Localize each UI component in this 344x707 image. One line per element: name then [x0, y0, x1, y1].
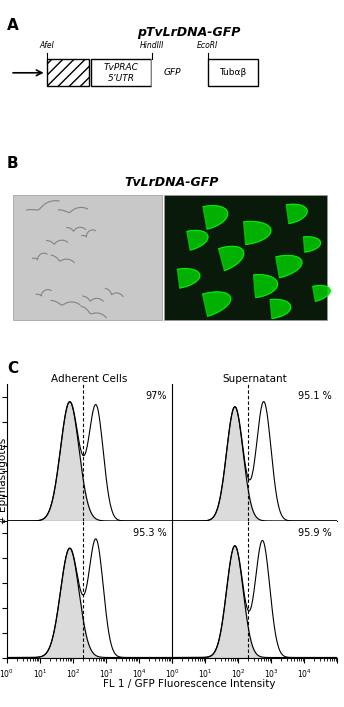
Polygon shape — [270, 299, 291, 318]
Text: FL 1 / GFP Fluorescence Intensity: FL 1 / GFP Fluorescence Intensity — [103, 679, 276, 689]
FancyArrow shape — [152, 59, 198, 86]
FancyBboxPatch shape — [91, 59, 151, 86]
Text: 97%: 97% — [146, 391, 167, 401]
Polygon shape — [286, 204, 307, 223]
Polygon shape — [303, 237, 321, 252]
Text: 95.3 %: 95.3 % — [133, 527, 167, 538]
Text: AfeI: AfeI — [39, 41, 54, 50]
Polygon shape — [187, 230, 208, 250]
Text: B: B — [7, 156, 19, 170]
Text: A: A — [7, 18, 19, 33]
Text: 95.1 %: 95.1 % — [298, 391, 332, 401]
Text: p​TvLrDNA-GFP: p​TvLrDNA-GFP — [137, 25, 240, 39]
Polygon shape — [276, 255, 302, 278]
Title: Supernatant: Supernatant — [222, 373, 287, 384]
FancyBboxPatch shape — [46, 59, 89, 86]
Polygon shape — [203, 292, 231, 316]
FancyBboxPatch shape — [164, 195, 327, 320]
Text: # Epimastigotes: # Epimastigotes — [0, 438, 9, 524]
Text: Tubαβ: Tubαβ — [219, 69, 247, 77]
Text: HindIII: HindIII — [139, 41, 164, 50]
Text: C: C — [7, 361, 18, 375]
Polygon shape — [218, 246, 244, 271]
Text: TvLrDNA-GFP: TvLrDNA-GFP — [125, 176, 219, 189]
FancyBboxPatch shape — [208, 59, 258, 86]
Title: Adherent Cells: Adherent Cells — [51, 373, 128, 384]
Text: TvPRAC
5’UTR: TvPRAC 5’UTR — [104, 63, 138, 83]
Polygon shape — [313, 286, 330, 301]
Text: GFP: GFP — [163, 69, 181, 77]
Text: EcoRI: EcoRI — [197, 41, 218, 50]
Polygon shape — [203, 206, 228, 229]
Polygon shape — [244, 221, 271, 245]
Polygon shape — [254, 274, 278, 298]
FancyBboxPatch shape — [13, 195, 162, 320]
Polygon shape — [178, 269, 200, 288]
Text: 95.9 %: 95.9 % — [298, 527, 332, 538]
